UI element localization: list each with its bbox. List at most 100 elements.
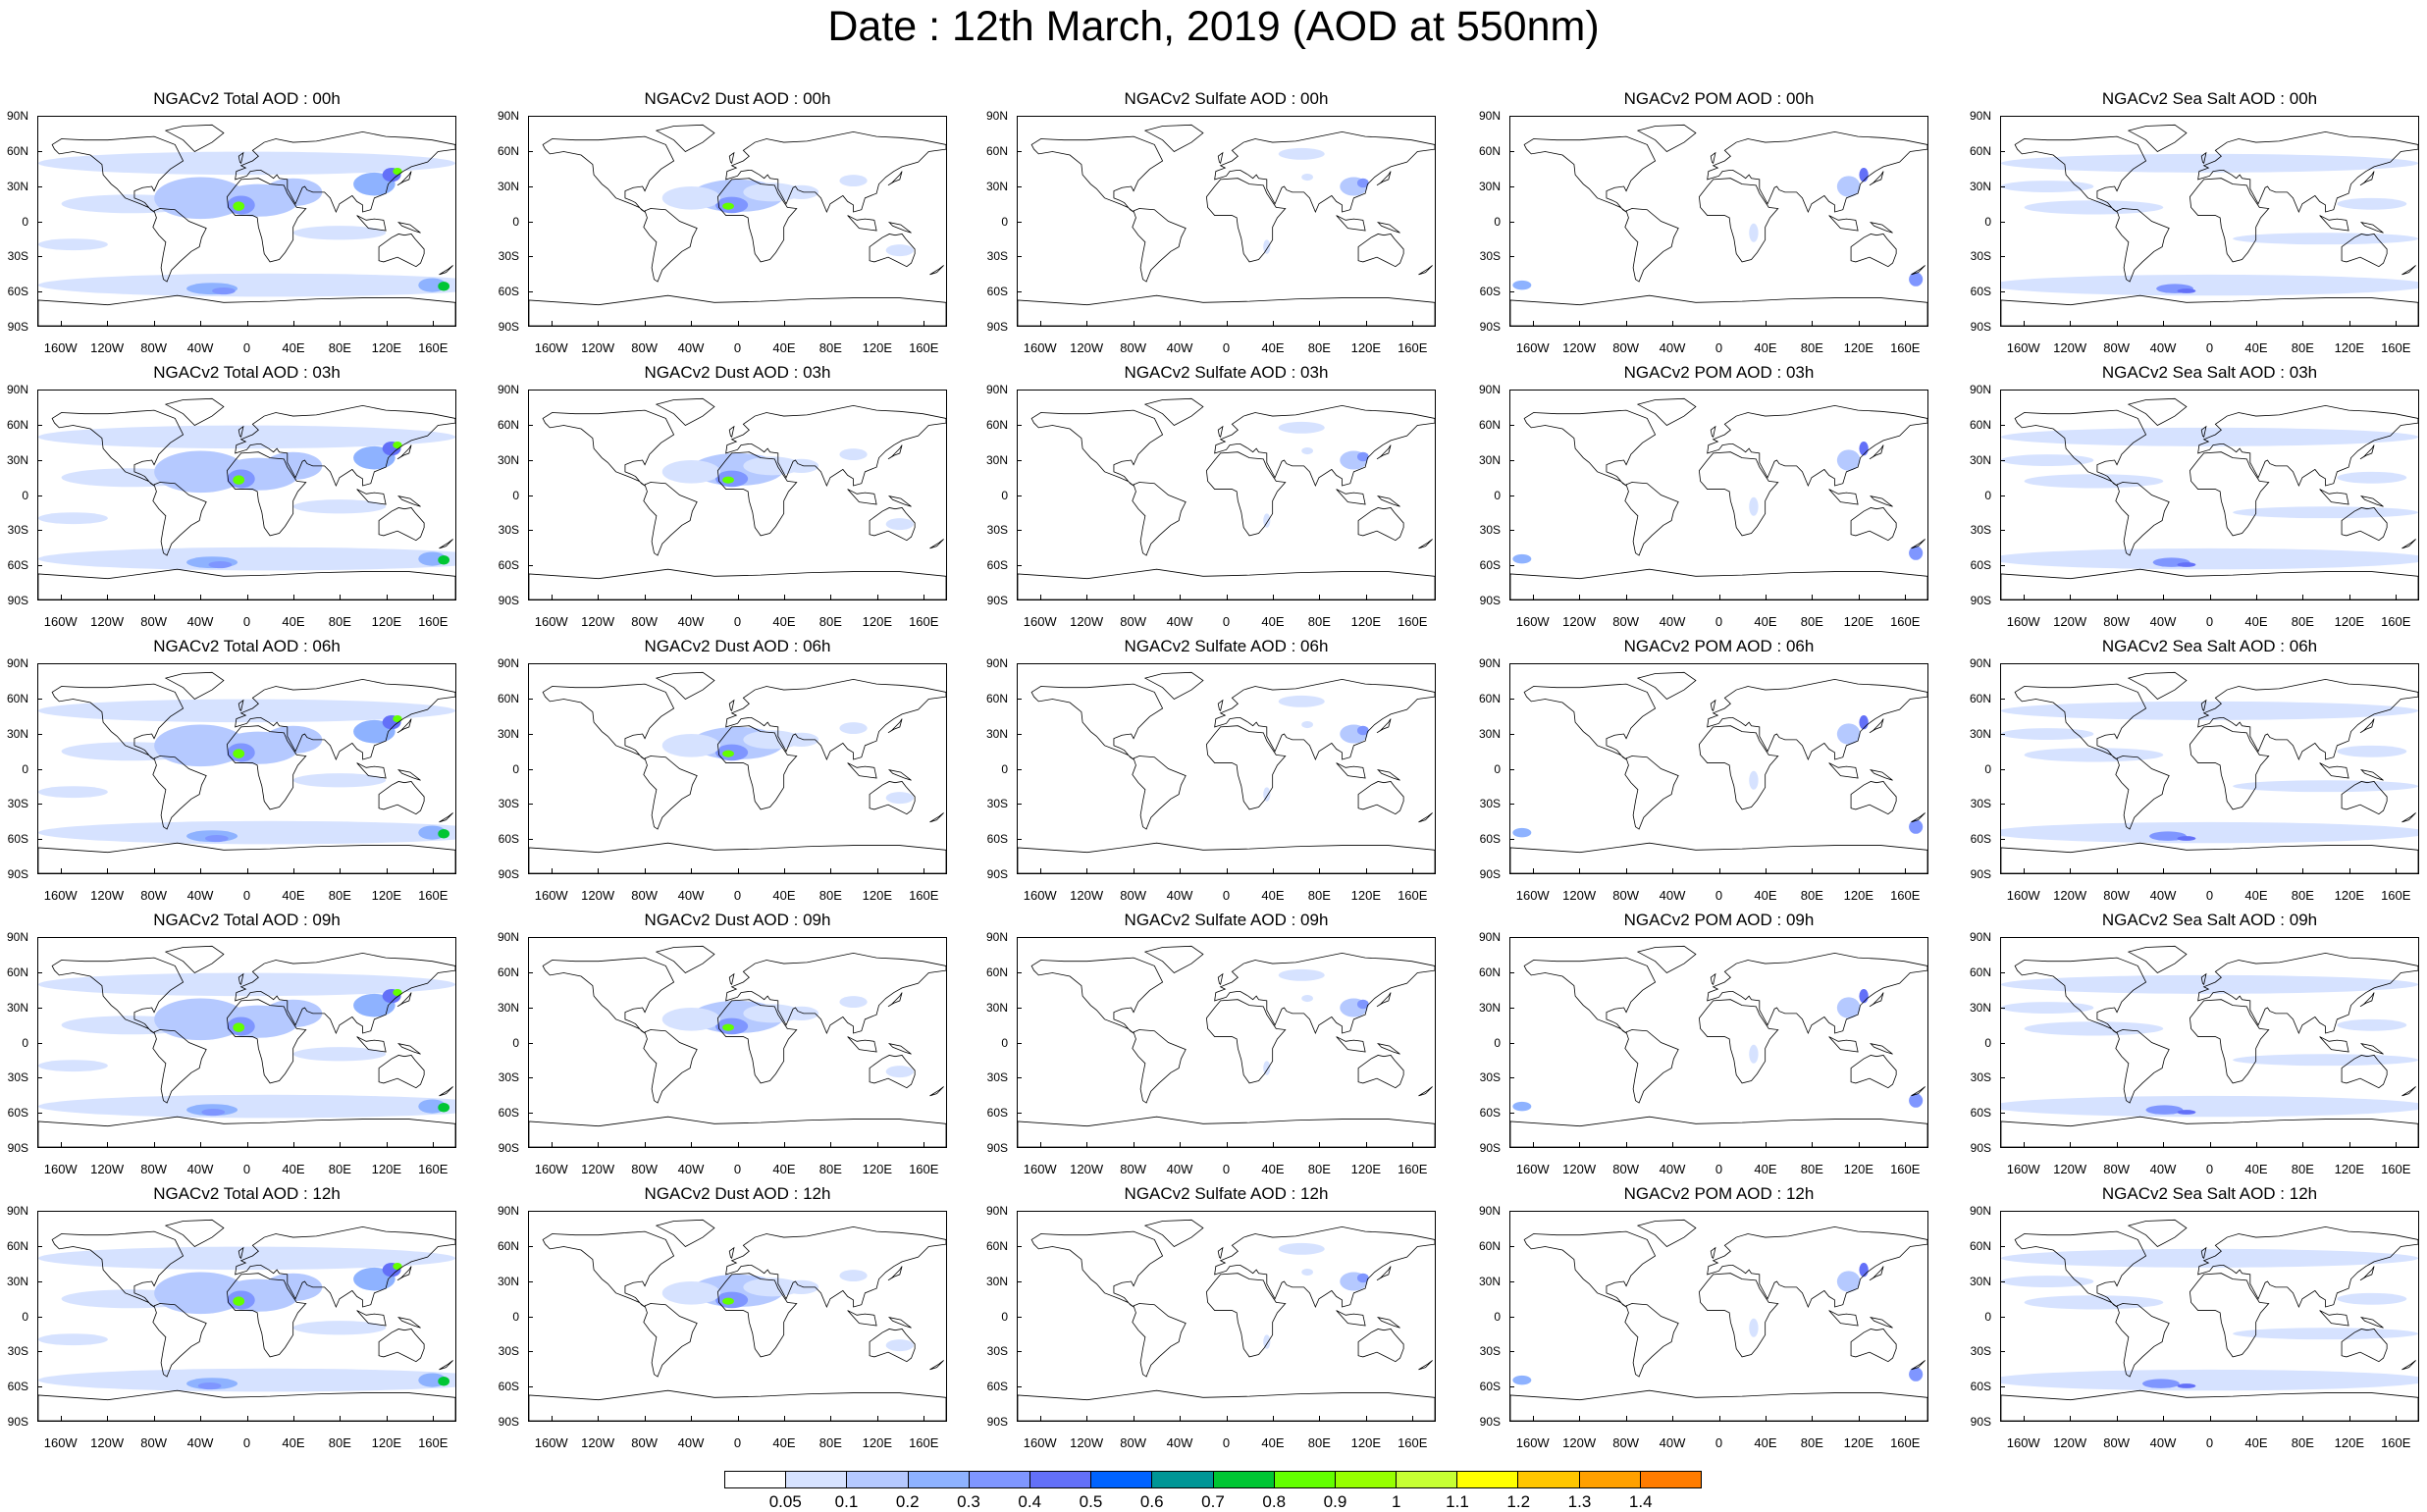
aod-shading [2001, 821, 2418, 844]
coastline [2319, 1310, 2349, 1327]
lon-tick [340, 868, 342, 874]
coastline [1336, 1310, 1366, 1327]
coastline [716, 725, 798, 810]
lon-tick-label: 40E [282, 614, 305, 629]
lat-tick-label: 90N [497, 383, 519, 396]
lat-tick [1017, 1042, 1022, 1044]
lon-tick [644, 1416, 646, 1422]
lon-tick [2116, 1416, 2118, 1422]
lon-tick [1319, 868, 1321, 874]
lat-tick-label: 90S [986, 320, 1008, 334]
lon-tick [2023, 1416, 2025, 1422]
lon-tick [153, 595, 155, 600]
coastline [2341, 507, 2388, 542]
lat-tick [1509, 873, 1514, 874]
map-panel-total-12h: NGACv2 Total AOD : 12h 90N 60N 30N 0 30S 60S 90… [7, 1184, 456, 1450]
lat-tick [37, 1077, 42, 1079]
lon-tick-label: 160E [2381, 888, 2411, 903]
coastline [2359, 1317, 2384, 1329]
colorbar-swatch [1091, 1472, 1153, 1487]
coastline [1869, 769, 1893, 781]
lat-tick-label: 90N [1969, 109, 1991, 123]
lat-tick [37, 1147, 42, 1148]
lat-tick [1017, 495, 1022, 496]
aod-shading [292, 1047, 387, 1062]
lon-tick-label: 0 [2205, 1162, 2214, 1176]
colorbar-swatch [847, 1472, 909, 1487]
colorbar-label: 0.05 [768, 1492, 802, 1511]
coastline [2359, 1043, 2384, 1055]
lat-tick [1017, 185, 1022, 187]
lon-tick-label: 160W [1515, 888, 1550, 903]
lat-tick-label: 90N [985, 109, 1008, 123]
aod-shading [393, 715, 402, 723]
aod-shading [38, 786, 108, 799]
lat-tick [37, 1316, 42, 1318]
lon-tick [1412, 1142, 1414, 1148]
panel-title: NGACv2 Dust AOD : 12h [644, 1184, 831, 1203]
coastline [929, 265, 944, 276]
aod-shading [438, 282, 450, 291]
aod-shading [1836, 723, 1861, 745]
lon-tick [292, 321, 294, 327]
map-panel-pom-03h: NGACv2 POM AOD : 03h 90N 60N 30N 0 30S 60S 90S 1… [1479, 363, 1928, 629]
lon-tick [1579, 595, 1581, 600]
lat-tick [528, 1113, 533, 1115]
lat-tick-label: 60S [498, 832, 519, 847]
coastline [1418, 1086, 1433, 1097]
lat-tick [1017, 1007, 1022, 1009]
lon-tick-label: 160E [1398, 888, 1428, 903]
coastline [542, 683, 675, 760]
coastline [1018, 1389, 1435, 1421]
lat-tick [1017, 1386, 1022, 1388]
lat-tick-label: 90N [1969, 656, 1991, 670]
lat-tick [1509, 663, 1514, 664]
panel-title: NGACv2 Sulfate AOD : 06h [1124, 637, 1329, 655]
aod-shading [393, 989, 402, 997]
coastline [1850, 507, 1897, 542]
coastline [396, 1317, 421, 1329]
panel-title: NGACv2 Total AOD : 09h [153, 911, 341, 929]
lon-tick-label: 120E [2334, 1435, 2365, 1450]
aod-shading [38, 238, 108, 251]
coastline [2401, 812, 2416, 823]
lat-tick [1509, 1351, 1514, 1353]
lon-tick-label: 80E [328, 340, 351, 355]
aod-shading [438, 1377, 450, 1386]
coastline [1850, 1055, 1897, 1089]
lat-tick-label: 90S [986, 594, 1008, 607]
coastline [2115, 1029, 2170, 1104]
lat-tick [1509, 291, 1514, 293]
coastline [1850, 1329, 1897, 1363]
coastline [1018, 568, 1435, 600]
coastline [643, 482, 698, 556]
lat-tick [37, 733, 42, 735]
aod-shading [2024, 200, 2164, 215]
map-panel-sulfate-00h: NGACv2 Sulfate AOD : 00h 90N 60N 30N 0 30S 60S… [986, 89, 1436, 355]
lon-tick-label: 120W [90, 1435, 125, 1450]
coastline [2197, 952, 2418, 1035]
aod-shading [1263, 1061, 1271, 1075]
lon-tick-label: 80W [2103, 1162, 2130, 1176]
lon-tick-label: 0 [733, 888, 742, 903]
panel-title: NGACv2 Total AOD : 12h [153, 1184, 341, 1203]
lat-tick [1509, 733, 1514, 735]
lon-tick [1272, 868, 1274, 874]
lon-tick-label: 160E [418, 888, 448, 903]
lat-tick-label: 0 [1494, 488, 1501, 502]
aod-shading [2024, 1021, 2164, 1036]
lon-tick-label: 0 [733, 1435, 742, 1450]
coastline [2189, 725, 2270, 810]
map-frame [1509, 663, 1928, 874]
lon-tick [830, 1142, 832, 1148]
lon-tick-label: 120E [1843, 340, 1874, 355]
coastline [2127, 945, 2188, 973]
lat-tick [1017, 1280, 1022, 1282]
aod-shading [839, 722, 868, 735]
lat-tick [1509, 459, 1514, 461]
lon-tick-label: 160W [43, 1162, 78, 1176]
lat-tick [1509, 971, 1514, 973]
panel-title: NGACv2 Sea Salt AOD : 09h [2101, 911, 2318, 929]
aod-map [529, 397, 946, 600]
lon-tick [1858, 1142, 1860, 1148]
